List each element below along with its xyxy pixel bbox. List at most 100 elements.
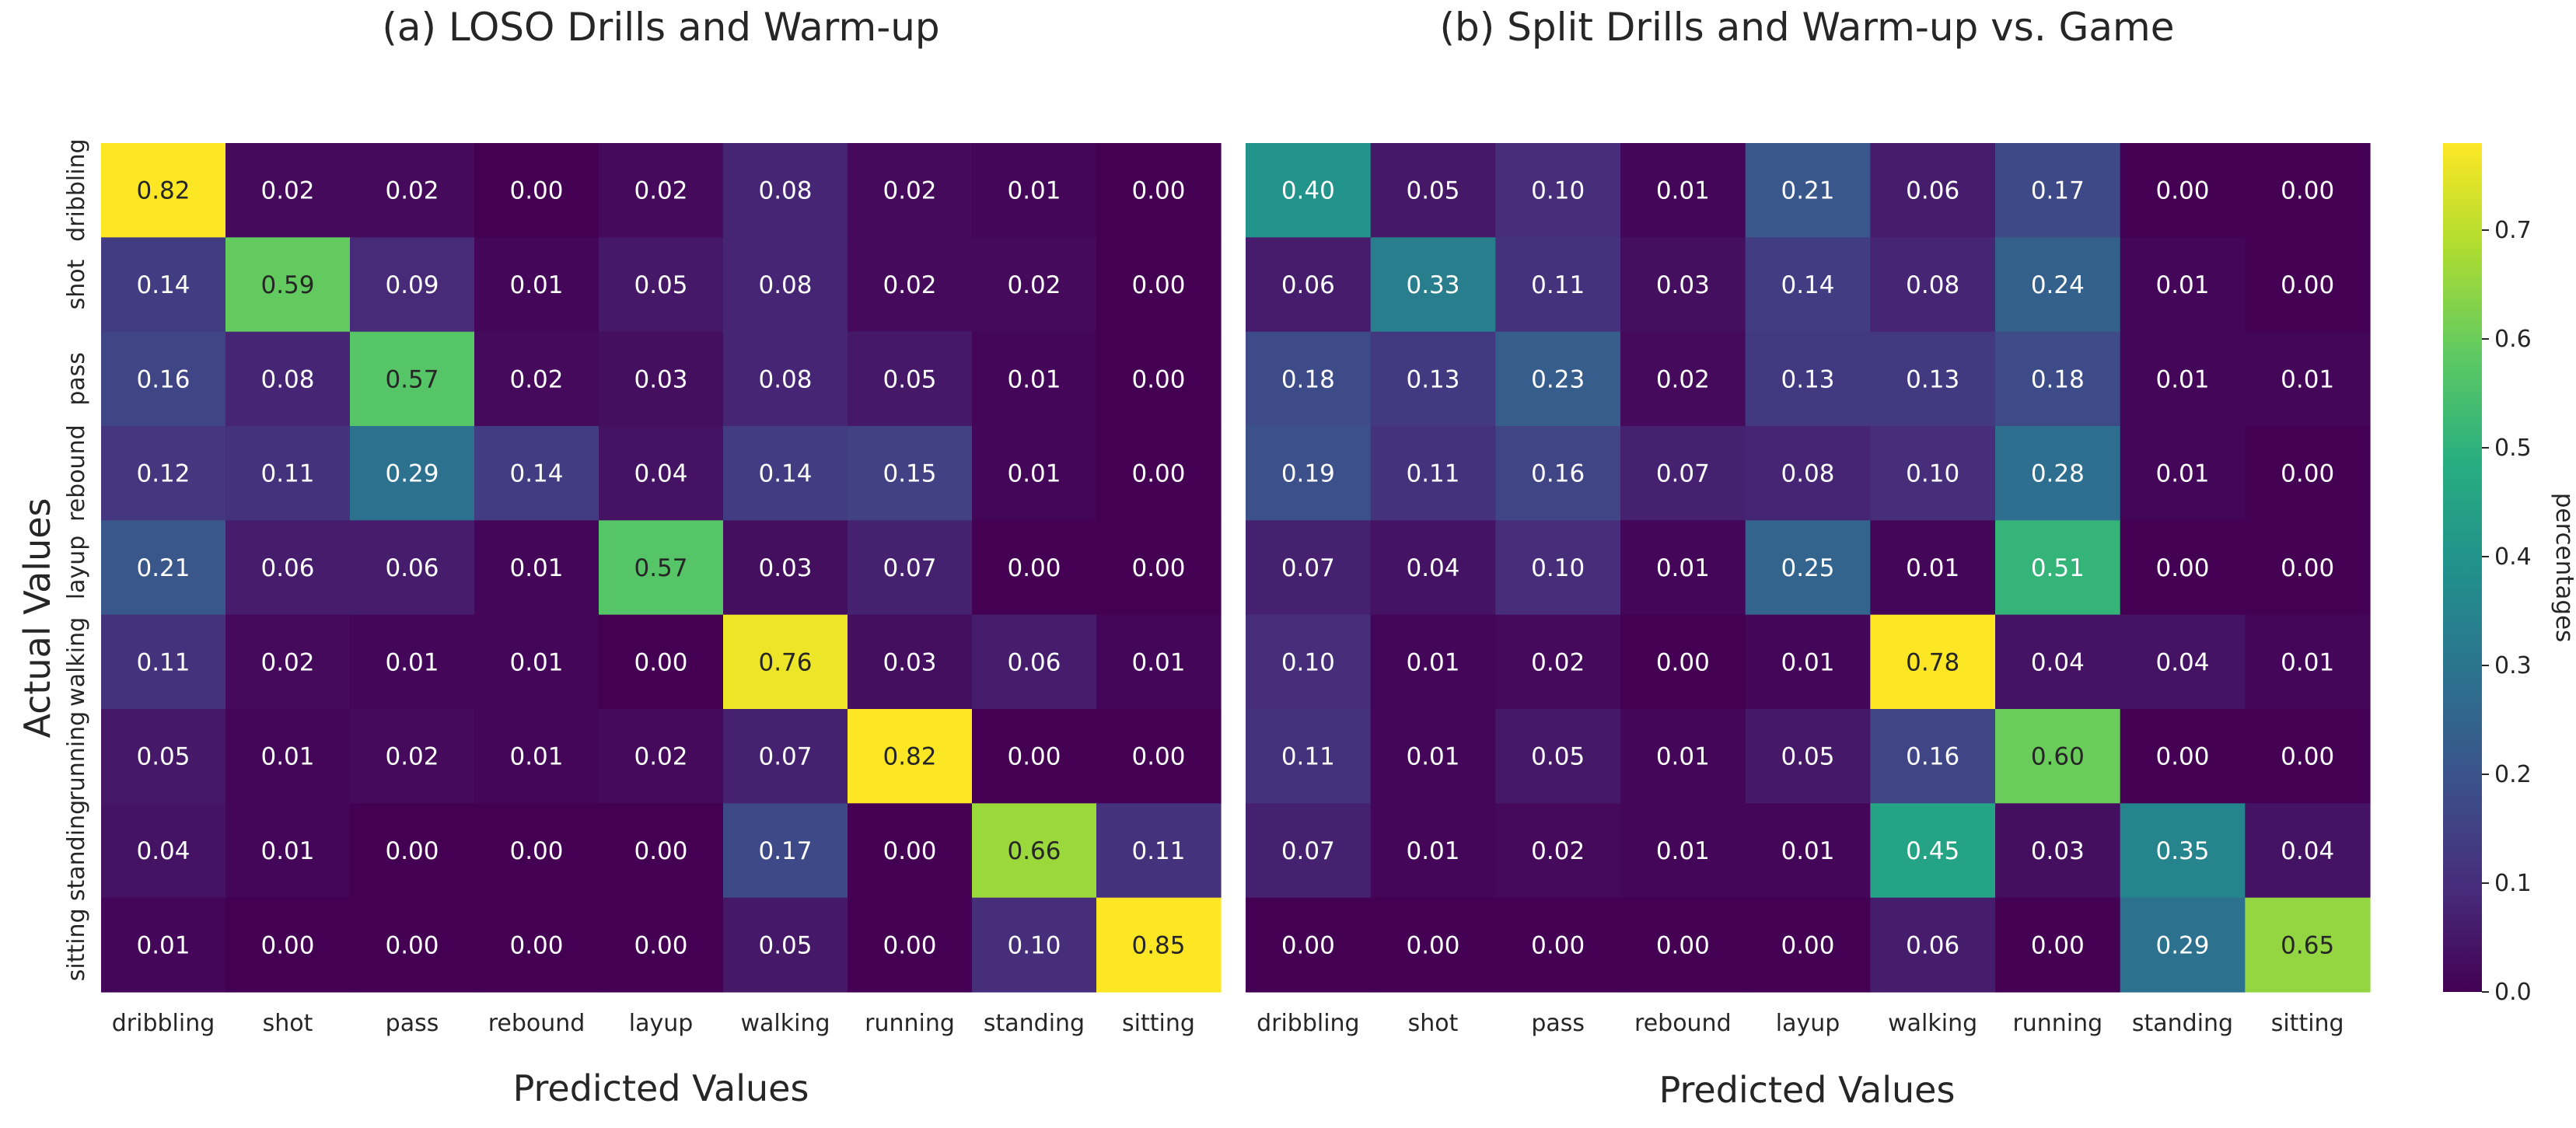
- cell-value-label: 0.24: [2031, 271, 2085, 299]
- heatmap-cell: [2245, 426, 2371, 521]
- panel-a-title: (a) LOSO Drills and Warm-up: [382, 5, 939, 50]
- heatmap-cell: [972, 520, 1097, 616]
- panel-b-title: (b) Split Drills and Warm-up vs. Game: [1440, 5, 2175, 50]
- panel-a-y-ticks: dribbling shot pass rebound layup walking runn…: [63, 138, 90, 981]
- heatmap-cell: [723, 897, 848, 993]
- heatmap-cell: [1370, 614, 1496, 710]
- cell-value-label: 0.40: [1281, 177, 1335, 205]
- cell-value-label: 0.00: [883, 931, 936, 959]
- heatmap-cell: [972, 614, 1097, 710]
- heatmap-cell: [2120, 237, 2246, 333]
- heatmap-panel-a: (a) LOSO Drills and Warm-up 0.82 0.02 0.02…: [16, 5, 1222, 1109]
- heatmap-cell: [1620, 709, 1746, 804]
- cell-value-label: 0.02: [883, 177, 936, 205]
- heatmap-cell: [350, 709, 475, 804]
- heatmap-cell: [1870, 143, 1996, 238]
- cell-value-label: 0.00: [1656, 648, 1710, 676]
- x-tick-label: shot: [1408, 1010, 1459, 1037]
- colorbar-tick-label: 0.1: [2494, 870, 2532, 897]
- heatmap-cell: [1370, 803, 1496, 899]
- heatmap-cell: [2245, 520, 2371, 616]
- heatmap-cell: [350, 803, 475, 899]
- heatmap-cell: [1995, 803, 2121, 899]
- heatmap-cell: [599, 803, 724, 899]
- cell-value-label: 0.00: [634, 931, 687, 959]
- heatmap-cell: [1096, 709, 1222, 804]
- heatmap-cell: [723, 520, 848, 616]
- heatmap-cell: [1495, 331, 1621, 427]
- cell-value-label: 0.25: [1781, 554, 1834, 582]
- heatmap-cell: [2245, 897, 2371, 993]
- heatmap-cell: [350, 143, 475, 238]
- heatmap-cell: [1370, 143, 1496, 238]
- cell-value-label: 0.00: [2281, 271, 2334, 299]
- heatmap-cell: [350, 520, 475, 616]
- colorbar-tick-label: 0.0: [2494, 979, 2532, 1006]
- heatmap-cell: [599, 614, 724, 710]
- heatmap-cell: [599, 331, 724, 427]
- heatmap-cell: [1495, 709, 1621, 804]
- heatmap-cell: [848, 520, 973, 616]
- heatmap-cell: [1096, 426, 1222, 521]
- cell-value-label: 0.02: [1531, 648, 1585, 676]
- cell-value-label: 0.59: [260, 271, 314, 299]
- cell-value-label: 0.01: [2155, 365, 2209, 393]
- heatmap-cell: [1495, 237, 1621, 333]
- cell-value-label: 0.02: [1531, 837, 1585, 865]
- x-tick-label: running: [2012, 1010, 2102, 1037]
- cell-value-label: 0.00: [2281, 743, 2334, 771]
- heatmap-cell: [972, 143, 1097, 238]
- heatmap-cell: [1495, 897, 1621, 993]
- heatmap-cell: [474, 331, 599, 427]
- cell-value-label: 0.01: [260, 837, 314, 865]
- heatmap-cell: [1246, 614, 1372, 710]
- cell-value-label: 0.10: [1906, 460, 1959, 488]
- x-tick-label: rebound: [488, 1010, 585, 1037]
- cell-value-label: 0.10: [1281, 648, 1335, 676]
- cell-value-label: 0.00: [509, 177, 563, 205]
- heatmap-cell: [1745, 143, 1871, 238]
- heatmap-cell: [1995, 897, 2121, 993]
- cell-value-label: 0.00: [883, 837, 936, 865]
- cell-value-label: 0.01: [1007, 365, 1061, 393]
- heatmap-cell: [1096, 520, 1222, 616]
- heatmap-cell: [1620, 143, 1746, 238]
- cell-value-label: 0.01: [1781, 837, 1834, 865]
- cell-value-label: 0.85: [1131, 931, 1185, 959]
- cell-value-label: 0.00: [1781, 931, 1834, 959]
- cell-value-label: 0.00: [634, 837, 687, 865]
- cell-value-label: 0.29: [385, 460, 439, 488]
- cell-value-label: 0.01: [509, 271, 563, 299]
- cell-value-label: 0.00: [1281, 931, 1335, 959]
- heatmap-cell: [1620, 897, 1746, 993]
- heatmap-cell: [474, 897, 599, 993]
- cell-value-label: 0.00: [2281, 177, 2334, 205]
- y-tick-label: dribbling: [63, 138, 90, 242]
- cell-value-label: 0.00: [1656, 931, 1710, 959]
- heatmap-cell: [1370, 331, 1496, 427]
- heatmap-cell: [1745, 237, 1871, 333]
- heatmap-cell: [599, 426, 724, 521]
- cell-value-label: 0.82: [136, 177, 190, 205]
- heatmap-cell: [1745, 803, 1871, 899]
- panel-a-x-axis-label: Predicted Values: [513, 1067, 809, 1109]
- cell-value-label: 0.03: [634, 365, 687, 393]
- cell-value-label: 0.29: [2155, 931, 2209, 959]
- cell-value-label: 0.65: [2281, 931, 2334, 959]
- cell-value-label: 0.04: [136, 837, 190, 865]
- heatmap-cell: [1246, 897, 1372, 993]
- heatmap-cell: [1870, 331, 1996, 427]
- cell-value-label: 0.04: [634, 460, 687, 488]
- heatmap-cell: [1246, 709, 1372, 804]
- heatmap-cell: [1495, 614, 1621, 710]
- cell-value-label: 0.01: [260, 743, 314, 771]
- cell-value-label: 0.76: [758, 648, 812, 676]
- cell-value-label: 0.03: [883, 648, 936, 676]
- cell-value-label: 0.09: [385, 271, 439, 299]
- heatmap-cell: [474, 520, 599, 616]
- cell-value-label: 0.00: [2155, 743, 2209, 771]
- x-tick-label: running: [865, 1010, 955, 1037]
- panel-b-cells: 0.40 0.05 0.10 0.01 0.21 0.06 0.17 0.00 0.00 0.06…: [1246, 143, 2371, 993]
- cell-value-label: 0.01: [509, 554, 563, 582]
- heatmap-cell: [1620, 426, 1746, 521]
